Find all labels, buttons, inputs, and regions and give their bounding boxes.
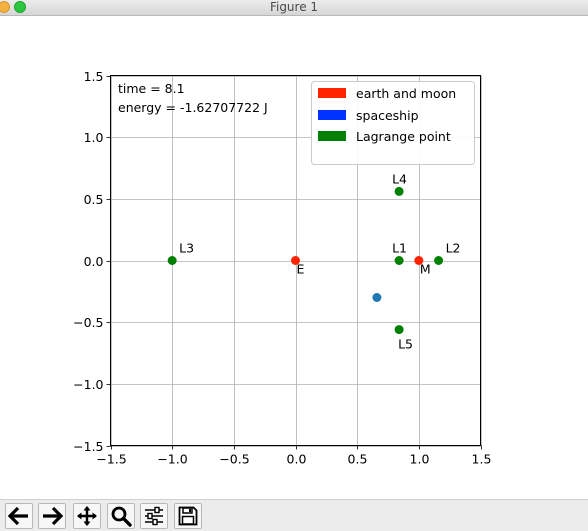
point-l3-label: L3 (179, 241, 194, 256)
floppy-disk-icon (177, 505, 199, 527)
legend-label-spaceship: spaceship (356, 108, 419, 123)
legend-label-earth-and-moon: earth and moon (356, 86, 456, 101)
point-m-label: M (420, 262, 431, 277)
y-tick-label: 1.5 (84, 69, 104, 84)
point-e-label: E (297, 262, 305, 277)
window-title: Figure 1 (0, 0, 588, 15)
back-button[interactable] (5, 503, 33, 529)
y-tick-label: −1.0 (73, 377, 103, 392)
x-tick-label: 1.0 (410, 452, 430, 467)
configure-subplots-button[interactable] (140, 503, 168, 529)
x-tick-label: −0.5 (219, 452, 249, 467)
spaceship-marker (372, 293, 381, 302)
save-button[interactable] (174, 503, 202, 529)
x-tick-label: 0.0 (287, 452, 307, 467)
point-l5 (395, 325, 404, 334)
point-l1-label: L1 (392, 241, 407, 256)
point-l5-label: L5 (398, 337, 413, 352)
legend-label-lagrange-point: Lagrange point (356, 129, 451, 144)
y-tick-label: 0.5 (84, 192, 104, 207)
x-tick-label: 0.5 (348, 452, 368, 467)
point-l3 (168, 256, 177, 265)
point-l4-label: L4 (392, 171, 407, 186)
forward-button[interactable] (38, 503, 66, 529)
x-tick-label: 1.5 (472, 452, 492, 467)
energy-readout: energy = -1.62707722 J (118, 100, 268, 115)
navigation-toolbar (0, 499, 588, 531)
move-icon (76, 505, 98, 527)
y-tick-label: 0.0 (84, 254, 104, 269)
arrow-right-icon (41, 505, 63, 527)
info-text: time = 8.1 energy = -1.62707722 J (118, 81, 268, 115)
point-l2-label: L2 (446, 241, 461, 256)
time-readout: time = 8.1 (118, 81, 185, 96)
x-tick-label: −1.0 (157, 452, 187, 467)
arrow-left-icon (8, 505, 30, 527)
legend-swatch-spaceship (318, 110, 346, 120)
zoom-button[interactable] (107, 503, 135, 529)
y-tick-label: 1.0 (84, 130, 104, 145)
magnifier-icon (110, 505, 132, 527)
legend: earth and moon spaceship Lagrange point (312, 82, 475, 165)
point-l1 (395, 256, 404, 265)
point-l2 (434, 256, 443, 265)
sliders-icon (143, 505, 165, 527)
legend-swatch-earth-and-moon (318, 88, 346, 98)
plot-svg: −1.5 −1.0 −0.5 0.0 0.5 1.0 1.5 1.5 1.0 0.5 0.0 −0.5… (0, 16, 588, 499)
pan-button[interactable] (73, 503, 101, 529)
y-tick-label: −0.5 (73, 315, 103, 330)
point-l4 (395, 187, 404, 196)
legend-swatch-lagrange-point (318, 131, 346, 141)
y-tick-label: −1.5 (73, 439, 103, 454)
title-bar: Figure 1 (0, 0, 588, 16)
figure-canvas: −1.5 −1.0 −0.5 0.0 0.5 1.0 1.5 1.5 1.0 0.5 0.0 −0.5… (0, 16, 588, 499)
